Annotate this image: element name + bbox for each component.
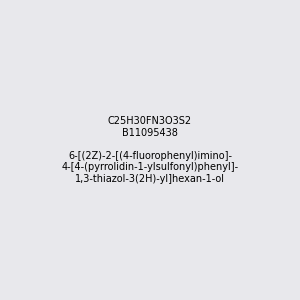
Text: C25H30FN3O3S2
B11095438

6-[(2Z)-2-[(4-fluorophenyl)imino]-
4-[4-(pyrrolidin-1-y: C25H30FN3O3S2 B11095438 6-[(2Z)-2-[(4-fl… bbox=[61, 116, 239, 184]
